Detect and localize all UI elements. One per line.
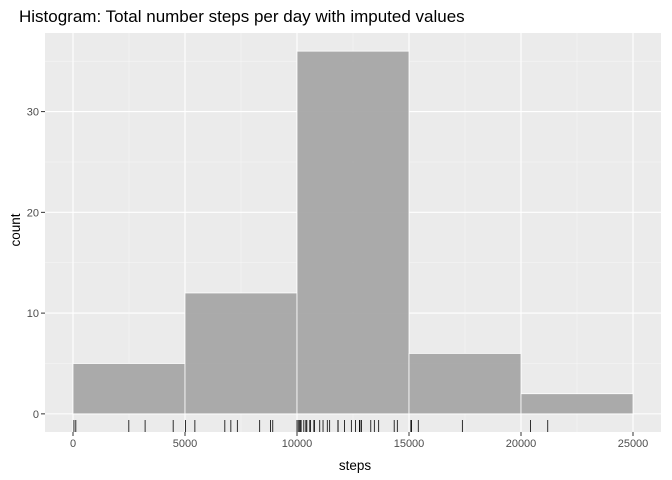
x-tick-label: 25000 bbox=[618, 438, 649, 450]
histogram-bar bbox=[296, 50, 410, 415]
rug-marks bbox=[73, 420, 549, 432]
axis-ticks: 0 5000 10000 15000 20000 25000 0 10 20 30 bbox=[27, 107, 649, 450]
x-tick-label: 5000 bbox=[173, 438, 197, 450]
x-axis-title: steps bbox=[339, 458, 372, 473]
x-tick-label: 20000 bbox=[506, 438, 537, 450]
chart-title: Histogram: Total number steps per day wi… bbox=[19, 7, 465, 26]
histogram-bars bbox=[72, 50, 634, 415]
x-tick-label: 10000 bbox=[282, 438, 313, 450]
x-tick-label: 0 bbox=[70, 438, 76, 450]
y-axis-title: count bbox=[8, 213, 23, 246]
x-tick-label: 15000 bbox=[394, 438, 425, 450]
y-tick-label: 10 bbox=[27, 308, 39, 320]
histogram-bar bbox=[520, 393, 634, 415]
histogram-bar bbox=[184, 292, 298, 415]
y-tick-label: 20 bbox=[27, 207, 39, 219]
y-tick-label: 0 bbox=[33, 409, 39, 421]
histogram-bar bbox=[408, 353, 522, 415]
y-tick-label: 30 bbox=[27, 107, 39, 119]
histogram-bar bbox=[72, 363, 186, 415]
